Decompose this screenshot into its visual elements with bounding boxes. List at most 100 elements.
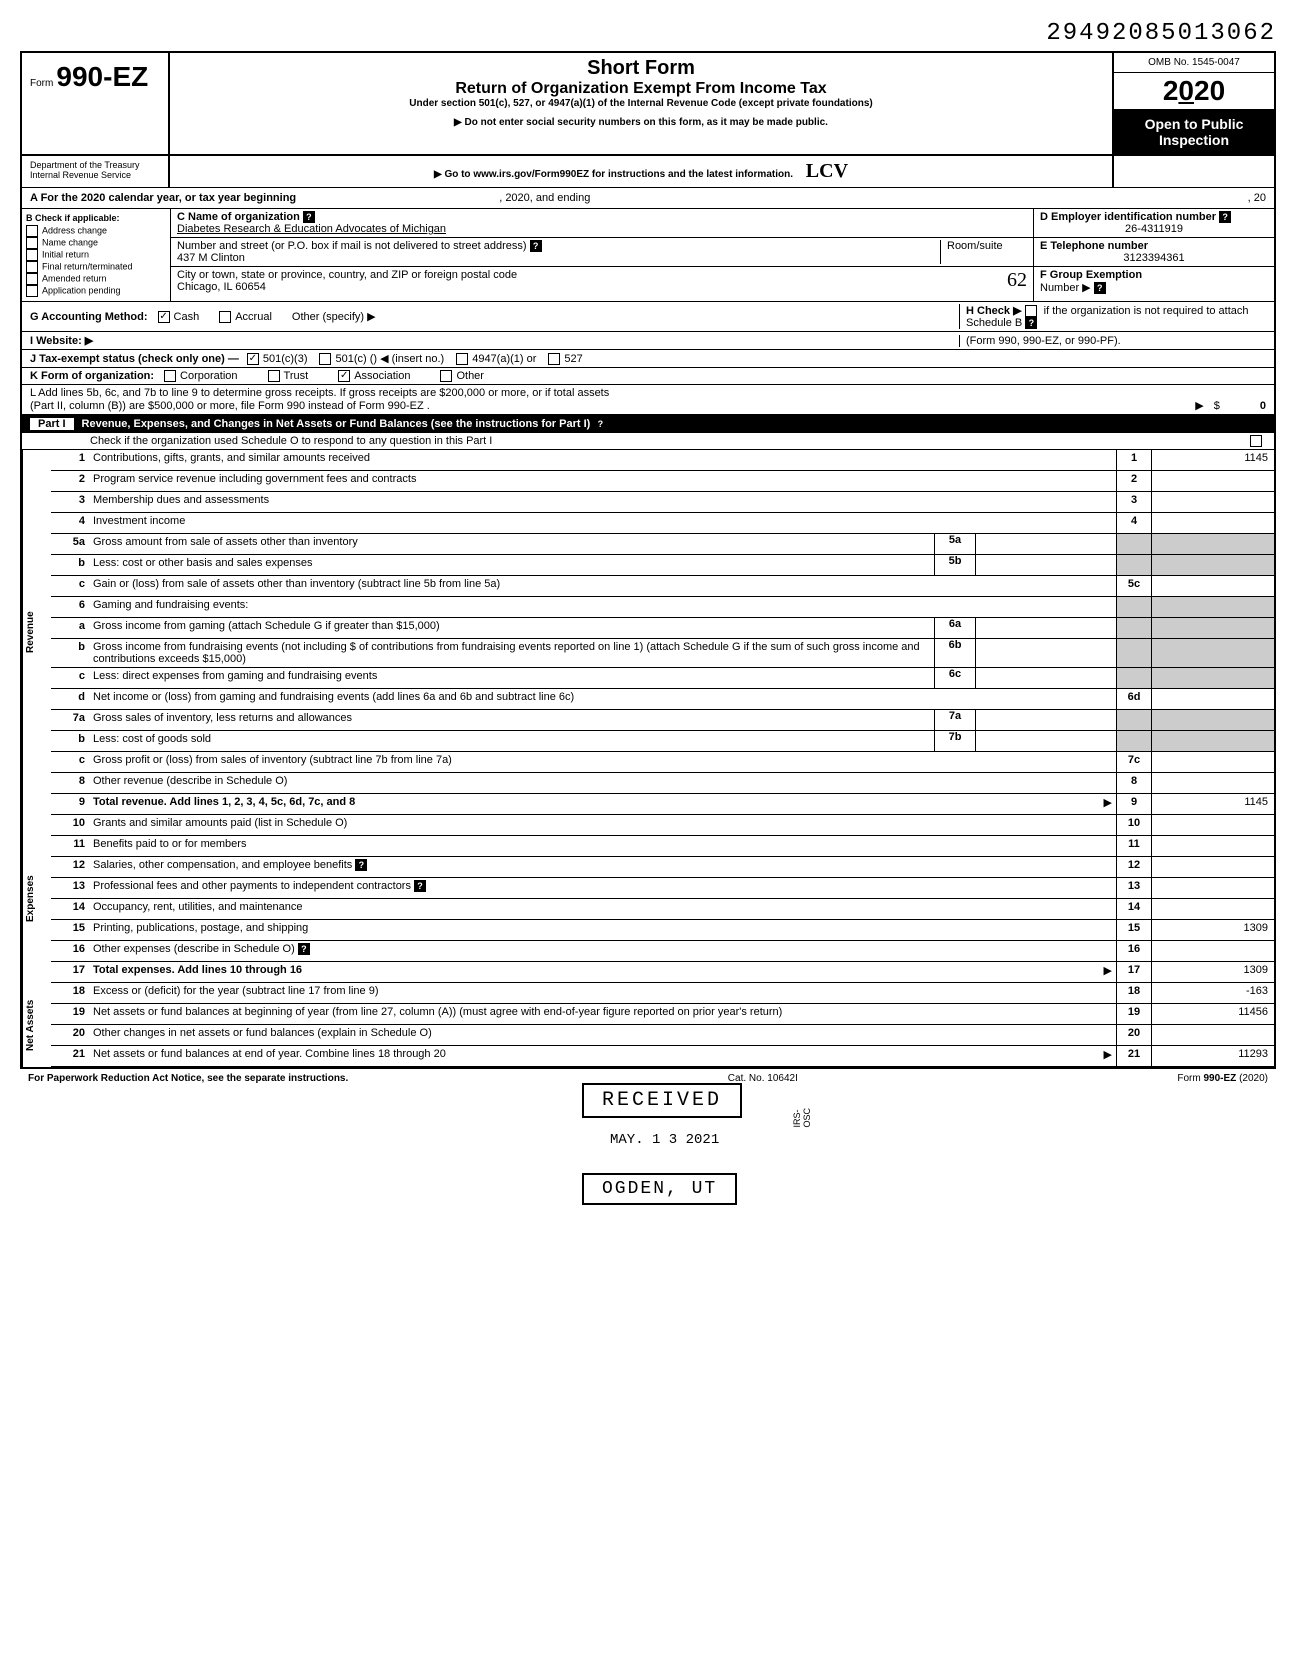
received-stamp: RECEIVED	[582, 1083, 742, 1118]
line-12-totnum: 12	[1116, 857, 1152, 877]
ein-label: D Employer identification number	[1040, 211, 1216, 223]
row-a-mid: , 2020, and ending	[499, 192, 590, 204]
title-note: Under section 501(c), 527, or 4947(a)(1)…	[178, 98, 1104, 109]
line-18-num: 18	[51, 983, 89, 1003]
checkbox-corporation[interactable]	[164, 370, 176, 382]
line-16-text: Other expenses (describe in Schedule O)	[93, 943, 295, 955]
org-name-value: Diabetes Research & Education Advocates …	[177, 223, 446, 235]
line-9-text: Total revenue. Add lines 1, 2, 3, 4, 5c,…	[93, 796, 355, 808]
label-address-change: Address change	[42, 225, 107, 235]
help-icon[interactable]: ?	[1219, 211, 1231, 223]
label-501c3: 501(c)(3)	[263, 353, 308, 365]
line-7c-val	[1152, 752, 1274, 772]
open-to-public: Open to Public Inspection	[1114, 110, 1274, 154]
line-9-val: 1145	[1152, 794, 1274, 814]
form-prefix: Form	[30, 78, 53, 89]
line-6d-num: d	[51, 689, 89, 709]
help-icon[interactable]: ?	[355, 859, 367, 871]
line-19-totnum: 19	[1116, 1004, 1152, 1024]
j-label: J Tax-exempt status (check only one) —	[30, 353, 239, 365]
line-2-text: Program service revenue including govern…	[89, 471, 1116, 491]
col-d-right: D Employer identification number ? 26-43…	[1034, 209, 1274, 301]
line-3-totnum: 3	[1116, 492, 1152, 512]
line-20-num: 20	[51, 1025, 89, 1045]
line-17-val: 1309	[1152, 962, 1274, 982]
checkbox-application-pending[interactable]	[26, 285, 38, 297]
line-13-text: Professional fees and other payments to …	[93, 880, 411, 892]
label-527: 527	[564, 353, 582, 365]
checkbox-amended-return[interactable]	[26, 273, 38, 285]
tax-year: 2020	[1114, 73, 1274, 110]
checkbox-501c3[interactable]	[247, 353, 259, 365]
stamp-ogden: OGDEN, UT	[602, 1179, 717, 1199]
help-icon[interactable]: ?	[1025, 317, 1037, 329]
checkbox-sched-b[interactable]	[1025, 305, 1037, 317]
sidebar-revenue: Revenue	[22, 450, 51, 815]
line-19-val: 11456	[1152, 1004, 1274, 1024]
line-21-val: 11293	[1152, 1046, 1274, 1066]
k-label: K Form of organization:	[30, 370, 154, 382]
omb-number: OMB No. 1545-0047	[1114, 53, 1274, 73]
part-1-label: Part I	[30, 418, 74, 430]
line-6c-num: c	[51, 668, 89, 688]
line-11-text: Benefits paid to or for members	[89, 836, 1116, 856]
checkbox-cash[interactable]	[158, 311, 170, 323]
warning-ssn: ▶ Do not enter social security numbers o…	[178, 117, 1104, 128]
help-icon[interactable]: ?	[594, 418, 606, 430]
line-15-val: 1309	[1152, 920, 1274, 940]
help-icon[interactable]: ?	[414, 880, 426, 892]
line-9-totnum: 9	[1116, 794, 1152, 814]
help-icon[interactable]: ?	[303, 211, 315, 223]
checkbox-initial-return[interactable]	[26, 249, 38, 261]
line-1-totnum: 1	[1116, 450, 1152, 470]
checkbox-527[interactable]	[548, 353, 560, 365]
line-8-val	[1152, 773, 1274, 793]
line-15-num: 15	[51, 920, 89, 940]
line-16-totnum: 16	[1116, 941, 1152, 961]
help-icon[interactable]: ?	[298, 943, 310, 955]
help-icon[interactable]: ?	[530, 240, 542, 252]
label-corporation: Corporation	[180, 370, 237, 382]
checkbox-address-change[interactable]	[26, 225, 38, 237]
checkbox-association[interactable]	[338, 370, 350, 382]
label-amended-return: Amended return	[42, 273, 107, 283]
help-icon[interactable]: ?	[1094, 282, 1106, 294]
line-14-text: Occupancy, rent, utilities, and maintena…	[89, 899, 1116, 919]
label-4947: 4947(a)(1) or	[472, 353, 536, 365]
line-6b-num: b	[51, 639, 89, 667]
stamp-irs-osc: IRS-OSC	[792, 1108, 812, 1128]
line-21-totnum: 21	[1116, 1046, 1152, 1066]
checkbox-name-change[interactable]	[26, 237, 38, 249]
line-2-val	[1152, 471, 1274, 491]
line-6d-text: Net income or (loss) from gaming and fun…	[89, 689, 1116, 709]
line-5a-num: 5a	[51, 534, 89, 554]
label-final-return: Final return/terminated	[42, 261, 133, 271]
line-7b-text: Less: cost of goods sold	[89, 731, 934, 751]
stamp-date: MAY. 1 3 2021	[610, 1132, 719, 1148]
room-suite-label: Room/suite	[940, 240, 1027, 264]
checkbox-accrual[interactable]	[219, 311, 231, 323]
checkbox-schedule-o[interactable]	[1250, 435, 1262, 447]
line-20-totnum: 20	[1116, 1025, 1152, 1045]
form-header: Form 990-EZ Short Form Return of Organiz…	[22, 53, 1274, 156]
label-insert-no: ) ◀ (insert no.)	[373, 352, 444, 365]
line-4-totnum: 4	[1116, 513, 1152, 533]
checkbox-4947[interactable]	[456, 353, 468, 365]
right-box: OMB No. 1545-0047 2020 Open to Public In…	[1114, 53, 1274, 154]
checkbox-501c[interactable]	[319, 353, 331, 365]
goto-instructions: ▶ Go to www.irs.gov/Form990EZ for instru…	[170, 156, 1114, 187]
part-1-header: Part I Revenue, Expenses, and Changes in…	[22, 415, 1274, 433]
line-13-val	[1152, 878, 1274, 898]
checkbox-final-return[interactable]	[26, 261, 38, 273]
line-5a-text: Gross amount from sale of assets other t…	[89, 534, 934, 554]
label-trust: Trust	[284, 370, 309, 382]
net-assets-section: Net Assets 18Excess or (deficit) for the…	[22, 983, 1274, 1067]
label-501c: 501(c) (	[335, 353, 373, 365]
checkbox-trust[interactable]	[268, 370, 280, 382]
label-initial-return: Initial return	[42, 249, 89, 259]
checkbox-other-org[interactable]	[440, 370, 452, 382]
line-16-val	[1152, 941, 1274, 961]
line-20-val	[1152, 1025, 1274, 1045]
line-6a-text: Gross income from gaming (attach Schedul…	[89, 618, 934, 638]
row-g-accounting: G Accounting Method: Cash Accrual Other …	[22, 302, 1274, 332]
